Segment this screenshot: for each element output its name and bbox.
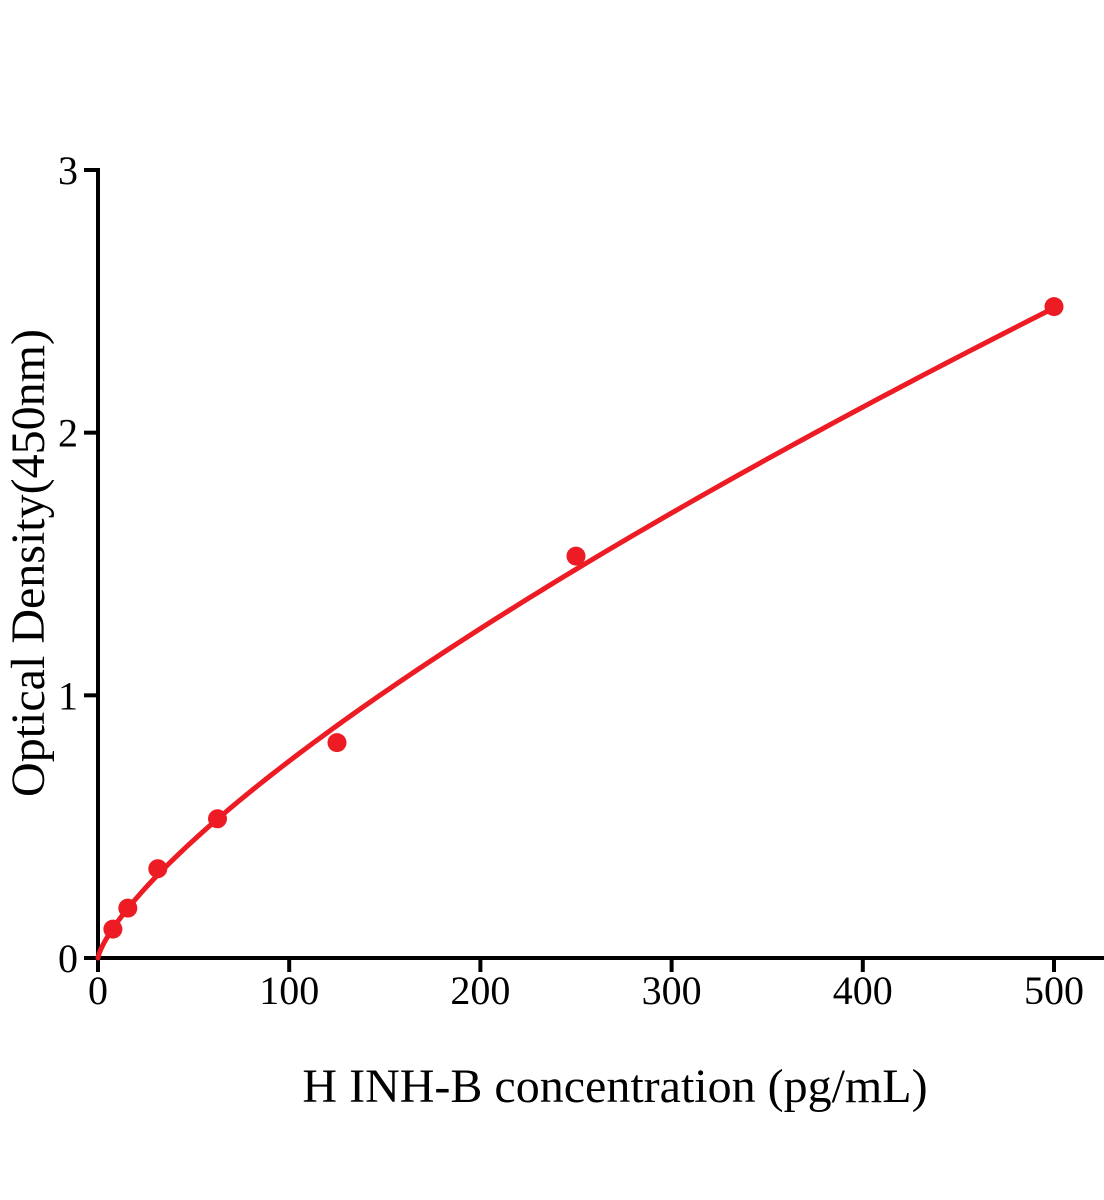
y-tick-label: 3 <box>58 148 78 193</box>
y-axis-title: Optical Density(450nm) <box>2 329 55 797</box>
standard-curve-line <box>95 305 1057 961</box>
data-point-marker <box>1044 297 1064 317</box>
x-axis-title: H INH-B concentration (pg/mL) <box>302 1060 927 1113</box>
data-point-marker <box>566 546 586 566</box>
data-point-marker <box>148 859 168 879</box>
data-point-marker <box>103 919 123 939</box>
x-tick-label: 300 <box>642 968 702 1013</box>
data-points <box>103 297 1064 939</box>
x-tick-label: 0 <box>88 968 108 1013</box>
data-point-marker <box>208 809 227 829</box>
axes <box>96 168 1104 960</box>
x-tick-label: 400 <box>833 968 893 1013</box>
y-axis-ticks: 0 1 2 3 <box>58 148 98 981</box>
data-point-marker <box>118 898 138 918</box>
data-point-marker <box>327 733 347 753</box>
y-tick-label: 0 <box>58 936 78 981</box>
x-axis-ticks: 0 100 200 300 400 500 <box>88 958 1084 1013</box>
y-tick-label: 2 <box>58 411 78 456</box>
x-tick-label: 500 <box>1024 968 1084 1013</box>
x-tick-label: 200 <box>450 968 510 1013</box>
x-tick-label: 100 <box>259 968 319 1013</box>
y-tick-label: 1 <box>58 673 78 718</box>
